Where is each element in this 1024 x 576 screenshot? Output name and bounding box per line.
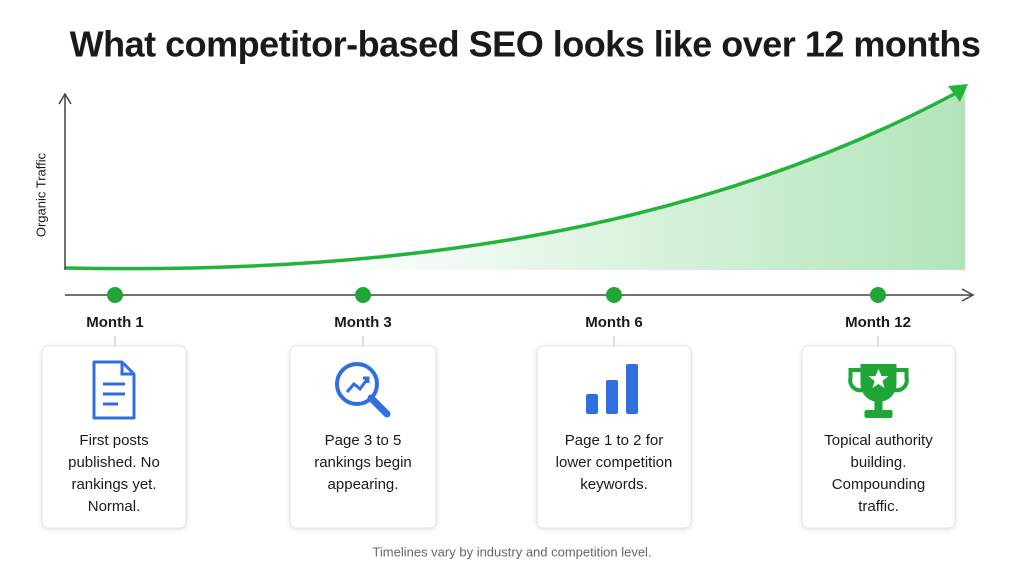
timeline-arrow <box>961 288 975 302</box>
y-axis-label: Organic Traffic <box>33 152 48 237</box>
milestone-dot <box>355 287 371 303</box>
milestone-icon <box>586 364 638 414</box>
growth-area <box>65 88 965 270</box>
milestone-label: Month 1 <box>86 314 144 331</box>
milestone-icon <box>335 362 391 418</box>
milestone-label: Month 3 <box>334 314 392 331</box>
milestone-label: Month 6 <box>585 314 643 331</box>
y-axis-arrow <box>58 92 72 105</box>
milestone-text: First posts <box>79 432 148 449</box>
title: What competitor-based SEO looks like ove… <box>70 24 981 65</box>
milestone-text: rankings begin <box>314 454 412 471</box>
milestone-text: appearing. <box>328 476 399 493</box>
milestone-text: Topical authority <box>824 432 933 449</box>
curve-arrowhead <box>948 84 968 102</box>
milestone-text: rankings yet. <box>71 476 156 493</box>
milestone-card <box>536 345 692 529</box>
milestone-text: Page 1 to 2 for <box>565 432 663 449</box>
milestone-icon <box>848 364 909 418</box>
milestone-text: building. <box>851 454 907 471</box>
milestone-text: lower competition <box>556 454 673 471</box>
milestone-text: traffic. <box>858 498 899 515</box>
milestone-dot <box>870 287 886 303</box>
milestone-label: Month 12 <box>845 314 911 331</box>
milestone-text: keywords. <box>580 476 648 493</box>
milestone-text: Page 3 to 5 <box>325 432 402 449</box>
milestone-icon <box>92 360 136 420</box>
milestone-text: published. No <box>68 454 160 471</box>
milestone-text: Compounding <box>832 476 925 493</box>
footnote: Timelines vary by industry and competiti… <box>372 544 651 559</box>
milestone-card <box>41 345 187 529</box>
milestone-text: Normal. <box>88 498 141 515</box>
milestone-dot <box>107 287 123 303</box>
milestone-dot <box>606 287 622 303</box>
milestone-card <box>289 345 437 529</box>
milestone-card <box>801 345 956 529</box>
growth-curve <box>64 90 959 271</box>
